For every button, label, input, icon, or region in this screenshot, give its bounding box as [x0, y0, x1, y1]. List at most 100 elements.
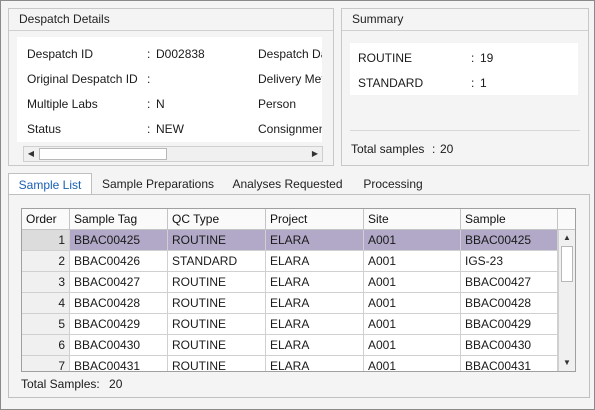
despatch-id-value: D002838: [156, 47, 205, 61]
column-header-project[interactable]: Project: [266, 209, 364, 230]
scroll-right-icon[interactable]: ▶: [308, 147, 322, 161]
scroll-left-icon[interactable]: ◀: [24, 147, 38, 161]
cell-project: ELARA: [266, 335, 364, 356]
cell-project: ELARA: [266, 314, 364, 335]
cell-order: 5: [22, 314, 70, 335]
summary-total-label: Total samples: [351, 142, 425, 156]
cell-sample: BBAC00431: [461, 356, 558, 371]
cell-sample: BBAC00425: [461, 230, 558, 251]
cell-order: 7: [22, 356, 70, 371]
details-horizontal-scrollbar[interactable]: ◀ ▶: [23, 146, 323, 162]
cell-sample: IGS-23: [461, 251, 558, 272]
cell-sample: BBAC00428: [461, 293, 558, 314]
delivery-method-label: Delivery Method: [258, 72, 322, 86]
cell-order: 4: [22, 293, 70, 314]
summary-panel: ROUTINE : 19 STANDARD : 1: [350, 43, 578, 95]
cell-project: ELARA: [266, 293, 364, 314]
cell-sample: BBAC00429: [461, 314, 558, 335]
cell-qc-type: ROUTINE: [168, 335, 266, 356]
cell-site: A001: [364, 251, 461, 272]
cell-site: A001: [364, 230, 461, 251]
cell-qc-type: ROUTINE: [168, 230, 266, 251]
cell-sample: BBAC00427: [461, 272, 558, 293]
person-label: Person: [258, 97, 297, 111]
summary-total-sep: :: [432, 142, 436, 156]
original-despatch-id-label: Original Despatch ID: [27, 72, 138, 86]
scrollbar-thumb[interactable]: [39, 148, 167, 160]
grid-header: Order Sample Tag QC Type Project Site Sa…: [22, 209, 575, 230]
column-header-site[interactable]: Site: [364, 209, 461, 230]
original-despatch-id-sep: :: [147, 72, 151, 86]
despatch-id-label: Despatch ID: [27, 47, 94, 61]
routine-count: 19: [480, 51, 494, 65]
cell-order: 2: [22, 251, 70, 272]
cell-sample-tag: BBAC00425: [70, 230, 168, 251]
tab-processing[interactable]: Processing: [363, 177, 423, 191]
standard-sep: :: [471, 76, 475, 90]
table-row[interactable]: 1 BBAC00425 ROUTINE ELARA A001 BBAC00425: [22, 230, 558, 251]
status-label: Status: [27, 122, 62, 136]
cell-sample-tag: BBAC00430: [70, 335, 168, 356]
multiple-labs-sep: :: [147, 97, 151, 111]
cell-site: A001: [364, 293, 461, 314]
cell-qc-type: ROUTINE: [168, 272, 266, 293]
multiple-labs-value: N: [156, 97, 165, 111]
sample-grid[interactable]: Order Sample Tag QC Type Project Site Sa…: [21, 208, 576, 372]
summary-group: Summary ROUTINE : 19 STANDARD : 1 Total …: [341, 8, 589, 166]
despatch-details-title: Despatch Details: [19, 12, 110, 26]
column-header-spacer: [558, 209, 575, 230]
total-samples-label: Total Samples:: [21, 377, 100, 391]
grid-vertical-scrollbar[interactable]: ▲ ▼: [558, 230, 575, 371]
cell-sample-tag: BBAC00427: [70, 272, 168, 293]
table-row[interactable]: 7 BBAC00431 ROUTINE ELARA A001 BBAC00431: [22, 356, 558, 371]
total-samples-value: 20: [109, 377, 123, 391]
cell-qc-type: STANDARD: [168, 251, 266, 272]
status-value: NEW: [156, 122, 184, 136]
column-header-qc-type[interactable]: QC Type: [168, 209, 266, 230]
table-row[interactable]: 4 BBAC00428 ROUTINE ELARA A001 BBAC00428: [22, 293, 558, 314]
routine-sep: :: [471, 51, 475, 65]
status-sep: :: [147, 122, 151, 136]
scroll-down-icon[interactable]: ▼: [563, 358, 571, 367]
table-row[interactable]: 6 BBAC00430 ROUTINE ELARA A001 BBAC00430: [22, 335, 558, 356]
total-samples: Total Samples: 20: [21, 377, 122, 391]
column-header-sample[interactable]: Sample: [461, 209, 558, 230]
column-header-sample-tag[interactable]: Sample Tag: [70, 209, 168, 230]
divider: [9, 30, 333, 31]
table-row[interactable]: 2 BBAC00426 STANDARD ELARA A001 IGS-23: [22, 251, 558, 272]
summary-title: Summary: [352, 12, 404, 26]
cell-sample-tag: BBAC00428: [70, 293, 168, 314]
cell-project: ELARA: [266, 356, 364, 371]
cell-site: A001: [364, 356, 461, 371]
divider: [342, 30, 588, 31]
cell-sample-tag: BBAC00429: [70, 314, 168, 335]
despatch-id-sep: :: [147, 47, 151, 61]
scrollbar-thumb[interactable]: [561, 246, 573, 282]
divider: [350, 130, 580, 131]
cell-sample: BBAC00430: [461, 335, 558, 356]
table-row[interactable]: 3 BBAC00427 ROUTINE ELARA A001 BBAC00427: [22, 272, 558, 293]
multiple-labs-label: Multiple Labs: [27, 97, 98, 111]
consignment-label: Consignment: [258, 122, 322, 136]
cell-order: 6: [22, 335, 70, 356]
column-header-order[interactable]: Order: [22, 209, 70, 230]
cell-qc-type: ROUTINE: [168, 293, 266, 314]
despatch-details-panel: Despatch ID : D002838 Despatch Date Orig…: [17, 37, 322, 142]
cell-qc-type: ROUTINE: [168, 314, 266, 335]
cell-site: A001: [364, 314, 461, 335]
tab-sample-preparations[interactable]: Sample Preparations: [101, 177, 215, 191]
cell-project: ELARA: [266, 272, 364, 293]
tab-sample-list[interactable]: Sample List: [8, 173, 92, 195]
cell-qc-type: ROUTINE: [168, 356, 266, 371]
scroll-up-icon[interactable]: ▲: [563, 233, 571, 242]
cell-site: A001: [364, 272, 461, 293]
tab-analyses-requested[interactable]: Analyses Requested: [232, 177, 343, 191]
cell-project: ELARA: [266, 230, 364, 251]
standard-label: STANDARD: [358, 76, 424, 90]
table-row[interactable]: 5 BBAC00429 ROUTINE ELARA A001 BBAC00429: [22, 314, 558, 335]
standard-count: 1: [480, 76, 487, 90]
routine-label: ROUTINE: [358, 51, 412, 65]
cell-project: ELARA: [266, 251, 364, 272]
despatch-details-group: Despatch Details Despatch ID : D002838 D…: [8, 8, 334, 166]
